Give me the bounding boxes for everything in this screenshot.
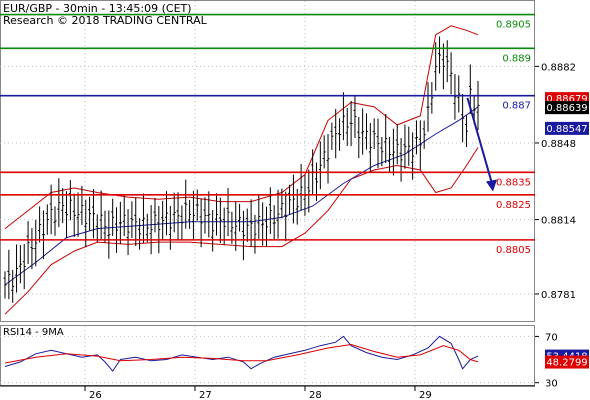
rsi-tick-label-1: 30 (545, 379, 558, 390)
rsi-panel: 703053.441848.2799 (0, 332, 589, 390)
rsi-marker-label-1: 48.2799 (546, 358, 587, 369)
rsi-tick-label-0: 70 (545, 332, 558, 343)
chart-header-copyright: Research © 2018 TRADING CENTRAL (3, 14, 207, 27)
rsi-marker-box-1 (545, 355, 589, 369)
support-resistance-levels: 0.8905 0.889 0.887 0.8835 0.8825 0.8805 (0, 13, 535, 256)
rsi-series-line-0 (4, 335, 479, 372)
level-label-1: 0.889 (502, 53, 531, 64)
forecast-arrow (466, 97, 497, 192)
price-axis-ticks: 0.8882 0.8848 0.8814 0.8781 (535, 62, 576, 301)
price-bars (3, 36, 480, 303)
chart-header-title: EUR/GBP - 30min - 13:45:09 (CET) (3, 2, 192, 15)
rsi-panel-frame (0, 325, 535, 386)
forecast-arrow-head (486, 179, 497, 192)
bollinger-lower-line (4, 147, 479, 315)
date-tick-label-1: 27 (199, 390, 212, 400)
level-label-5: 0.8805 (496, 245, 531, 256)
rsi-series-line-1 (4, 343, 479, 364)
price-marker-label-1: 0.88639 (546, 103, 587, 114)
level-label-2: 0.887 (502, 101, 531, 112)
price-marker-box-2 (545, 121, 589, 135)
price-panel-frame (0, 0, 535, 322)
price-marker-label-0: 0.88679 (546, 94, 587, 105)
date-axis-ticks: 26 27 28 29 (84, 386, 432, 400)
date-tick-label-0: 26 (89, 390, 102, 400)
price-marker-box-1 (545, 101, 589, 115)
level-label-0: 0.8905 (496, 20, 531, 31)
grid (0, 1, 535, 385)
date-tick-label-3: 29 (419, 390, 432, 400)
forecast-arrow-shaft (466, 97, 493, 184)
price-tick-label-2: 0.8814 (541, 216, 576, 227)
date-tick-label-2: 28 (309, 390, 322, 400)
moving-average (4, 106, 479, 286)
bollinger-bands (4, 25, 479, 315)
price-tick-label-0: 0.8882 (541, 62, 576, 73)
level-label-4: 0.8825 (496, 200, 531, 211)
rsi-panel-title: RSI14 - 9MA (3, 327, 64, 338)
moving-average-line (4, 106, 479, 286)
bollinger-upper-line (4, 25, 479, 229)
price-marker-label-2: 0.88547 (546, 124, 587, 135)
price-tick-label-1: 0.8848 (541, 139, 576, 150)
price-tick-label-3: 0.8781 (541, 290, 576, 301)
level-label-3: 0.8835 (496, 177, 531, 188)
